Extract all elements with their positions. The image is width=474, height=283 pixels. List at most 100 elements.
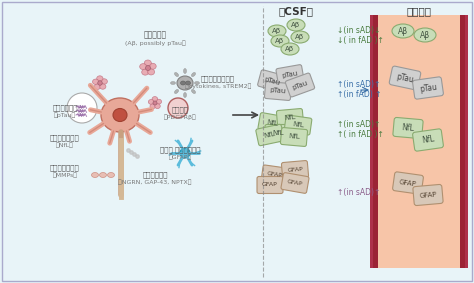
- FancyBboxPatch shape: [264, 82, 292, 100]
- Ellipse shape: [392, 24, 414, 38]
- Ellipse shape: [146, 65, 151, 70]
- Ellipse shape: [183, 93, 186, 98]
- Ellipse shape: [150, 104, 155, 109]
- FancyBboxPatch shape: [282, 160, 309, 179]
- Ellipse shape: [271, 35, 289, 47]
- Text: ↑(in sAD)↑: ↑(in sAD)↑: [337, 121, 380, 130]
- FancyBboxPatch shape: [465, 15, 468, 268]
- Text: ↑(in fAD) ↑: ↑(in fAD) ↑: [337, 89, 382, 98]
- Ellipse shape: [108, 173, 115, 177]
- Text: pTau: pTau: [264, 76, 281, 86]
- Text: (Aβ, possibly pTau）: (Aβ, possibly pTau）: [125, 40, 185, 46]
- Circle shape: [67, 93, 97, 123]
- Ellipse shape: [147, 69, 155, 75]
- Ellipse shape: [101, 79, 108, 84]
- Ellipse shape: [152, 97, 158, 101]
- Text: Aβ: Aβ: [292, 22, 301, 28]
- Ellipse shape: [153, 101, 157, 105]
- Ellipse shape: [191, 89, 196, 94]
- Ellipse shape: [149, 63, 156, 69]
- FancyBboxPatch shape: [370, 15, 373, 268]
- Ellipse shape: [140, 64, 146, 70]
- Ellipse shape: [142, 69, 149, 75]
- Text: pTau: pTau: [282, 71, 299, 79]
- Ellipse shape: [291, 31, 309, 43]
- Text: GFAP: GFAP: [287, 167, 303, 173]
- Ellipse shape: [92, 79, 99, 84]
- Text: （NGRN, GAP-43, NPTX）: （NGRN, GAP-43, NPTX）: [118, 179, 192, 185]
- Ellipse shape: [91, 173, 99, 177]
- FancyBboxPatch shape: [258, 113, 286, 133]
- Text: （MMPs）: （MMPs）: [53, 172, 78, 178]
- Text: GFAP: GFAP: [262, 183, 278, 188]
- FancyBboxPatch shape: [265, 125, 291, 142]
- Text: Aβ: Aβ: [398, 27, 408, 35]
- Text: ↑( in fAD )↑: ↑( in fAD )↑: [337, 130, 384, 138]
- FancyBboxPatch shape: [261, 165, 289, 185]
- FancyBboxPatch shape: [257, 177, 283, 194]
- FancyBboxPatch shape: [285, 73, 315, 97]
- Circle shape: [182, 151, 188, 155]
- Text: ↓(in sAD)↓: ↓(in sAD)↓: [337, 27, 380, 35]
- Circle shape: [168, 98, 188, 118]
- Ellipse shape: [155, 104, 160, 109]
- Text: NfL: NfL: [292, 121, 304, 129]
- Ellipse shape: [191, 72, 196, 77]
- Text: Aβ: Aβ: [275, 38, 284, 44]
- Text: pTau: pTau: [395, 72, 415, 84]
- Text: pTau: pTau: [292, 80, 309, 91]
- FancyBboxPatch shape: [256, 124, 284, 146]
- Text: 在CSF中: 在CSF中: [279, 6, 314, 16]
- Text: NfL: NfL: [266, 119, 278, 127]
- FancyBboxPatch shape: [378, 15, 460, 268]
- Text: 神经纤维缠结: 神经纤维缠结: [52, 105, 78, 111]
- Ellipse shape: [100, 173, 107, 177]
- Text: pTau: pTau: [270, 87, 286, 95]
- Text: ↑(in sAD)↑: ↑(in sAD)↑: [337, 80, 380, 89]
- Text: GFAP: GFAP: [287, 179, 303, 187]
- Ellipse shape: [281, 43, 299, 55]
- Text: （cytokines, sTREM2）: （cytokines, sTREM2）: [185, 83, 251, 89]
- FancyBboxPatch shape: [281, 173, 309, 193]
- Text: NfL: NfL: [421, 135, 435, 145]
- Text: 淀粉样斑块: 淀粉样斑块: [144, 31, 166, 40]
- Text: Aβ: Aβ: [285, 46, 294, 52]
- FancyBboxPatch shape: [276, 109, 303, 127]
- Ellipse shape: [183, 68, 186, 74]
- Ellipse shape: [171, 82, 175, 85]
- Text: NfL: NfL: [401, 123, 415, 133]
- Text: NfL: NfL: [272, 130, 284, 136]
- FancyBboxPatch shape: [281, 128, 308, 146]
- Ellipse shape: [94, 84, 100, 89]
- Text: 活跃的小胶质细胞: 活跃的小胶质细胞: [201, 76, 235, 82]
- FancyBboxPatch shape: [284, 115, 312, 135]
- FancyBboxPatch shape: [393, 117, 423, 138]
- FancyBboxPatch shape: [276, 65, 304, 85]
- Text: Aβ: Aβ: [420, 31, 430, 40]
- Text: （GFAP）: （GFAP）: [168, 154, 191, 160]
- FancyBboxPatch shape: [413, 77, 443, 99]
- Text: NfL: NfL: [284, 115, 296, 121]
- Ellipse shape: [287, 19, 305, 31]
- Text: 在血液中: 在血液中: [407, 6, 431, 16]
- Ellipse shape: [414, 28, 436, 42]
- Ellipse shape: [185, 81, 191, 85]
- Ellipse shape: [101, 98, 139, 132]
- Text: （PDGFRβ）: （PDGFRβ）: [164, 114, 196, 120]
- Text: Aβ: Aβ: [295, 34, 305, 40]
- Ellipse shape: [194, 82, 200, 85]
- FancyBboxPatch shape: [258, 70, 286, 92]
- FancyBboxPatch shape: [392, 172, 423, 194]
- Text: 反应性 星形胶质细胞: 反应性 星形胶质细胞: [160, 147, 200, 153]
- Text: GFAP: GFAP: [267, 171, 283, 179]
- Text: pTau: pTau: [419, 82, 438, 94]
- Ellipse shape: [177, 76, 193, 90]
- Circle shape: [180, 148, 190, 158]
- Text: （pTau）: （pTau）: [54, 112, 76, 118]
- Text: 细胞外基质重塑: 细胞外基质重塑: [50, 165, 80, 171]
- FancyBboxPatch shape: [370, 15, 378, 268]
- Ellipse shape: [98, 81, 102, 85]
- FancyBboxPatch shape: [413, 129, 443, 151]
- Text: GFAP: GFAP: [399, 179, 417, 187]
- Ellipse shape: [181, 81, 185, 85]
